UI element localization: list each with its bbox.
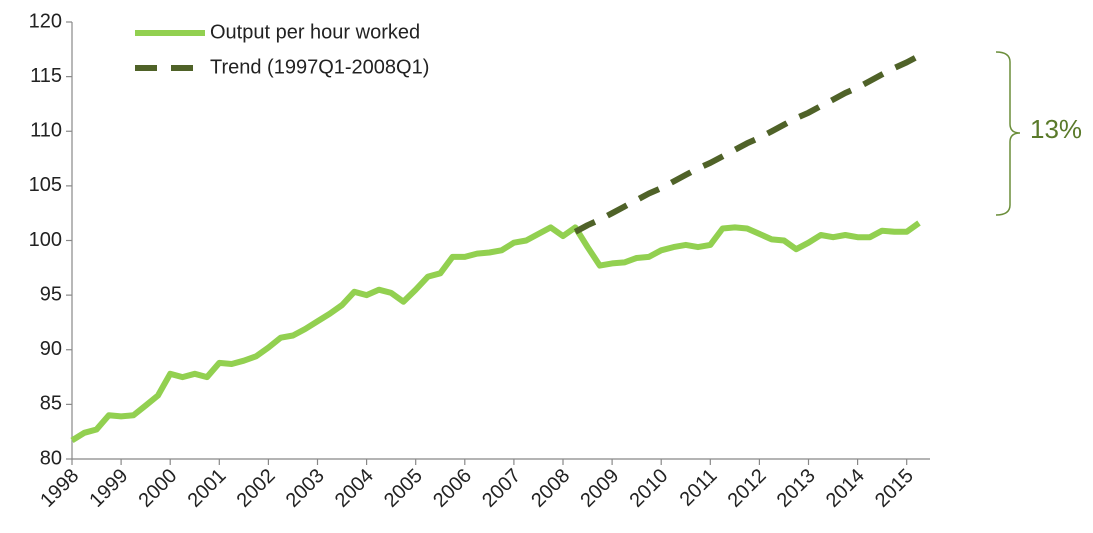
x-tick-label: 2013 [773, 465, 820, 512]
y-tick-label: 115 [30, 65, 62, 87]
y-tick-label: 110 [30, 120, 62, 142]
y-tick-label: 80 [40, 447, 62, 469]
x-tick-label: 2002 [233, 465, 280, 512]
y-tick-label: 120 [29, 10, 62, 32]
x-tick-label: 2015 [871, 465, 918, 512]
y-tick-label: 85 [40, 393, 62, 415]
x-tick-label: 2014 [822, 465, 869, 512]
x-tick-label: 1999 [85, 465, 132, 512]
x-tick-label: 2008 [527, 465, 574, 512]
x-tick-label: 2011 [676, 465, 722, 511]
x-tick-label: 2007 [478, 465, 525, 512]
y-tick-label: 105 [29, 174, 62, 196]
y-tick-label: 95 [40, 283, 62, 305]
series-line [573, 53, 921, 235]
y-tick-label: 90 [40, 338, 62, 360]
bracket [995, 51, 1021, 216]
x-tick-label: 2005 [380, 465, 427, 512]
x-tick-label: 2000 [134, 465, 181, 512]
x-tick-label: 1998 [36, 465, 83, 512]
x-tick-label: 2003 [282, 465, 329, 512]
x-tick-label: 2012 [724, 465, 771, 512]
x-tick-label: 2001 [184, 465, 231, 512]
x-tick-label: 2009 [576, 465, 623, 512]
series-line [70, 220, 921, 443]
y-tick-label: 100 [29, 229, 62, 251]
x-tick-label: 2004 [331, 465, 378, 512]
x-tick-label: 2010 [625, 465, 672, 512]
annotation: 13% [1030, 114, 1082, 144]
x-tick-label: 2006 [429, 465, 476, 512]
legend-label: Trend (1997Q1-2008Q1) [210, 56, 429, 78]
legend-label: Output per hour worked [210, 21, 420, 43]
